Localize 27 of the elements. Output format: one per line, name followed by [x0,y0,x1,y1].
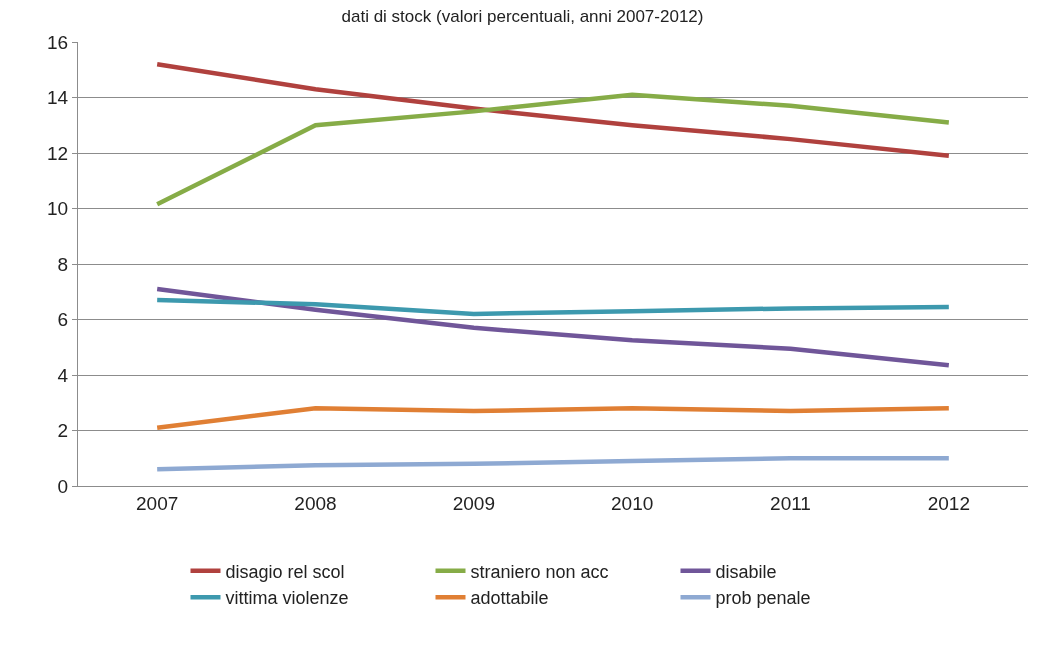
y-tick-label: 2 [57,420,69,442]
x-tick-label: 2012 [927,492,970,514]
legend-label: disagio rel scol [225,561,345,582]
x-tick-label: 2007 [136,492,179,514]
y-tick-label: 10 [47,198,69,220]
legend-label: adottabile [470,588,549,609]
x-tick-label: 2011 [770,492,811,514]
y-tick-label: 12 [47,142,69,164]
legend-label: vittima violenze [225,588,349,609]
y-tick-label: 0 [57,475,69,497]
y-tick-label: 6 [57,309,69,331]
x-tick-label: 2008 [294,492,337,514]
legend-label: prob penale [715,588,811,609]
line-series [154,286,952,368]
y-tick-label: 4 [57,364,69,386]
y-tick-label: 8 [57,253,69,275]
x-tick-label: 2009 [452,492,495,514]
chart-title: dati di stock (valori percentuali, anni 2007-2012) [341,6,704,26]
line-series [154,61,952,159]
line-series [154,297,952,317]
x-tick-label: 2010 [611,492,654,514]
y-tick-label: 16 [47,31,69,53]
legend-label: straniero non acc [470,561,609,582]
line-series [154,92,952,207]
line-series [154,456,952,472]
legend-label: disabile [715,561,777,582]
y-tick-label: 14 [47,87,69,109]
